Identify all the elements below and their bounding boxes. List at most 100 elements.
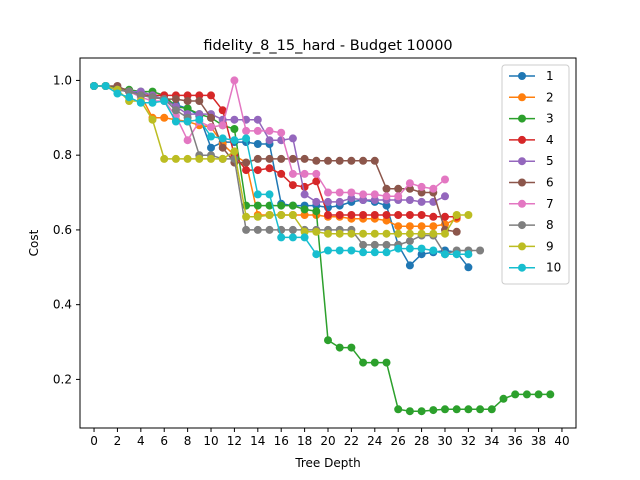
data-point [417,250,426,259]
x-tick-label: 24 [367,434,382,448]
x-tick-label: 26 [391,434,406,448]
data-point [370,190,379,199]
data-point [382,184,391,193]
data-point [312,177,321,186]
data-point [335,197,344,206]
data-point [183,117,192,126]
data-point [405,211,414,219]
x-tick-label: 32 [461,434,476,448]
data-point [277,201,286,210]
data-point [417,407,426,416]
series-layer [90,76,555,416]
legend-marker [518,135,526,144]
data-point [394,405,403,414]
data-point [359,240,368,249]
data-point [160,154,169,163]
data-point [160,113,169,122]
data-point [405,222,414,231]
data-point [288,233,297,242]
x-tick-label: 8 [184,434,192,448]
data-point [441,212,449,221]
data-point [230,125,239,133]
data-point [370,240,379,249]
legend-item-5: 5 [509,154,554,168]
legend-marker [518,221,526,230]
data-point [218,154,227,163]
data-point [370,196,379,204]
legend-marker [518,242,526,251]
data-point [335,246,344,255]
data-point [218,106,227,115]
legend-marker [518,157,526,166]
legend-marker [518,93,526,102]
data-point [382,216,391,225]
data-point [324,197,332,206]
legend: 1 2 3 4 5 6 7 8 9 10 [501,64,570,285]
data-point [429,212,438,221]
data-point [441,192,449,201]
chart-title: fidelity_8_15_hard - Budget 10000 [203,38,452,54]
data-point [312,156,321,165]
data-point [429,222,438,231]
data-point [370,358,379,367]
data-point [312,250,321,259]
data-point [347,229,356,238]
data-point [253,166,262,175]
data-point [312,227,321,236]
data-point [207,143,215,152]
x-tick-label: 2 [114,434,122,448]
data-point [347,211,356,219]
y-axis-label: Cost [27,229,41,256]
x-tick-label: 10 [203,434,218,448]
data-point [347,188,356,197]
data-point [324,156,332,165]
data-point [242,126,251,135]
x-tick-label: 34 [484,434,499,448]
x-tick-label: 30 [437,434,452,448]
data-point [382,229,391,238]
data-point [207,132,215,141]
data-point [452,250,461,259]
data-point [300,233,309,242]
legend-item-2: 2 [509,90,554,104]
data-point [148,93,157,102]
data-point [195,91,204,100]
data-point [394,211,403,219]
data-point [464,263,473,272]
y-tick-label: 0.8 [53,148,72,162]
legend-marker [518,199,526,208]
data-point [335,188,344,197]
data-point [218,143,227,152]
data-point [359,211,368,219]
data-point [253,126,262,135]
data-point [288,181,297,190]
data-point [405,237,414,246]
data-point [359,156,368,165]
legend-marker [518,72,526,80]
data-point [230,147,239,156]
data-point [183,136,192,145]
data-point [230,76,239,85]
series-10 [90,82,473,259]
data-point [347,343,356,352]
data-point [288,225,297,234]
data-point [324,336,332,345]
data-point [452,211,461,219]
data-point [277,233,286,242]
data-point [312,207,321,216]
data-point [265,225,274,234]
series-9 [90,82,473,238]
data-point [312,169,321,178]
x-axis: 0 2 4 6 8 10 12 14 16 18 20 22 24 26 28 30 32 34 36 38 40 [90,428,570,448]
data-point [277,211,286,219]
data-point [277,169,286,178]
data-point [511,390,520,399]
data-point [288,169,297,178]
data-point [417,211,426,219]
data-point [195,154,204,163]
legend-label: 2 [546,90,554,104]
data-point [441,229,449,238]
data-point [253,115,262,124]
data-point [335,156,344,165]
data-point [464,211,473,219]
